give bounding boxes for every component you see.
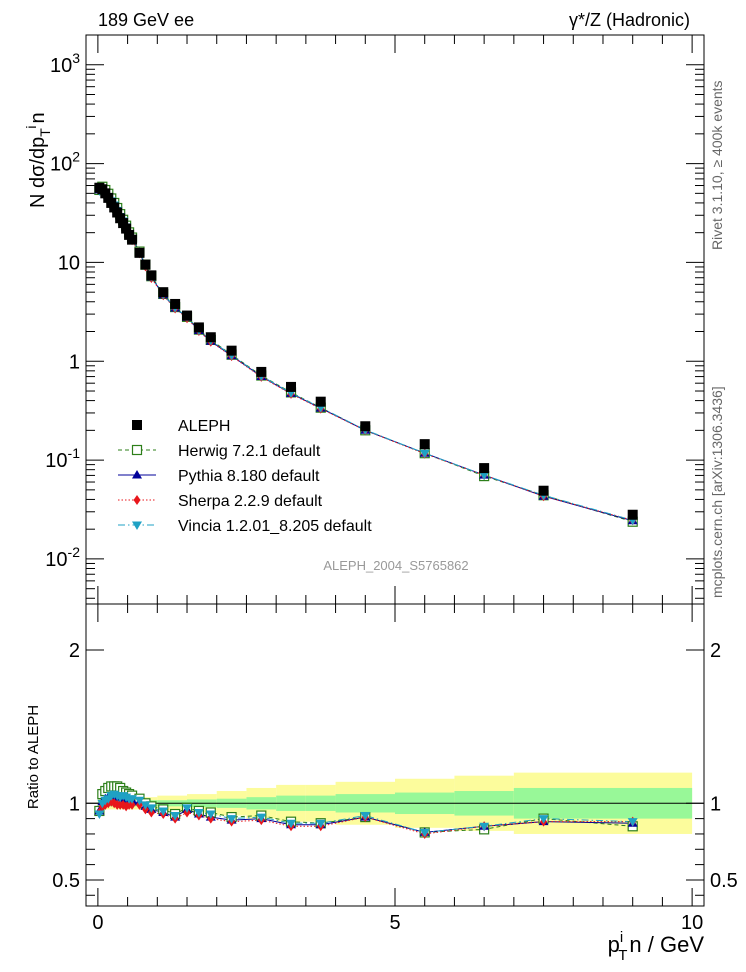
y-tick-label: 1 [69, 351, 80, 373]
ratio-tick-labels: 0.5 0.5 1 1 2 2 0 5 10 [52, 640, 738, 934]
aleph-point [315, 396, 326, 407]
legend-label-pythia: Pythia 8.180 default [178, 468, 320, 485]
aleph-point [134, 247, 145, 258]
legend-marker-herwig [131, 444, 143, 456]
legend-label-sherpa: Sherpa 2.2.9 default [178, 493, 323, 510]
y-tick-label: 103 [50, 50, 80, 77]
y-tick-label-right: 2 [710, 640, 721, 662]
y-tick-label: 10-2 [45, 544, 80, 571]
vincia-ratio-point [158, 807, 169, 816]
vincia-ratio-point [360, 812, 371, 821]
rivet-label: Rivet 3.1.10, ≥ 400k events [709, 80, 725, 250]
y-tick-label-left: 0.5 [52, 870, 80, 892]
y-tick-label-right: 1 [710, 793, 721, 815]
main-ticks [86, 34, 704, 604]
legend-marker-sherpa [133, 495, 141, 505]
mcplots-label: mcplots.cern.ch [arXiv:1306.3436] [709, 386, 725, 598]
sherpa-ratio-point [128, 799, 136, 810]
header-left: 189 GeV ee [98, 10, 194, 30]
main-y-axis-label: N dσ/dpTin [23, 112, 53, 208]
aleph-point [419, 439, 430, 450]
aleph-point [182, 310, 193, 321]
mc-markers [94, 181, 638, 527]
ratio-panel: 0.5 0.5 1 1 2 2 0 5 10 [52, 603, 738, 934]
y-tick-label-left: 2 [69, 640, 80, 662]
aleph-point [103, 192, 114, 203]
vincia-ratio-point [226, 815, 237, 824]
vincia-ratio-point [286, 819, 297, 829]
y-tick-label: 10-1 [45, 445, 80, 472]
legend-marker-vincia [132, 521, 142, 530]
x-tick-label: 5 [389, 912, 400, 934]
vincia-ratio-point [182, 804, 193, 813]
aleph-point [146, 270, 157, 281]
vincia-ratio-point [419, 828, 430, 838]
legend-label-herwig: Herwig 7.2.1 default [178, 443, 321, 460]
y-tick-label: 10 [58, 252, 80, 274]
vincia-ratio-point [193, 808, 204, 818]
aleph-point [112, 207, 123, 218]
aleph-point [479, 463, 490, 474]
legend-marker-data [132, 420, 142, 430]
vincia-ratio-point [146, 804, 157, 813]
main-tick-labels: 10-2 10-1 1 10 102 103 [45, 50, 80, 571]
y-tick-label-left: 1 [69, 793, 80, 815]
vincia-ratio-point [94, 810, 105, 820]
aleph-point [256, 366, 267, 377]
ratio-ticks [86, 604, 704, 906]
ratio-frame [85, 603, 705, 907]
vincia-ratio-point [170, 812, 181, 821]
aleph-point [118, 218, 129, 229]
aleph-point [627, 509, 638, 520]
aleph-point [360, 421, 371, 432]
vincia-point [419, 449, 430, 459]
aleph-point [205, 332, 216, 343]
vincia-ratio-point [134, 796, 145, 806]
main-panel: 10-2 10-1 1 10 102 103 ALEPH_2004_S5765862 AL… [45, 34, 705, 605]
aleph-point [127, 234, 138, 245]
ratio-markers [94, 781, 638, 839]
legend-label-vincia: Vincia 1.2.01_8.205 default [178, 518, 372, 535]
vincia-ratio-point [140, 801, 151, 810]
vincia-ratio-point [627, 818, 638, 827]
aleph-point [140, 259, 151, 270]
vincia-ratio-point [538, 815, 549, 824]
x-tick-label: 10 [681, 912, 703, 934]
vincia-ratio-point [205, 810, 216, 820]
y-tick-label-right: 0.5 [710, 870, 738, 892]
x-axis-label: pi Tn / GeV [608, 929, 705, 964]
aleph-point [226, 345, 237, 356]
y-tick-label: 102 [50, 149, 80, 176]
aleph-point [158, 287, 169, 298]
aleph-point [170, 298, 181, 309]
data-markers [94, 182, 638, 520]
vincia-ratio-point [256, 813, 267, 823]
aleph-point [121, 223, 132, 234]
ratio-y-axis-label: Ratio to ALEPH [25, 705, 42, 809]
vincia-point [479, 471, 490, 481]
x-tick-label: 0 [92, 912, 103, 934]
vincia-ratio-point [127, 795, 138, 804]
legend: ALEPH Herwig 7.2.1 default Pythia 8.180 de… [118, 418, 372, 535]
header-right: γ*/Z (Hadronic) [569, 10, 690, 30]
aleph-point [286, 381, 297, 392]
legend-label-data: ALEPH [178, 418, 230, 435]
vincia-ratio-point [315, 819, 326, 829]
analysis-watermark: ALEPH_2004_S5765862 [323, 558, 468, 573]
aleph-point [193, 322, 204, 333]
vincia-ratio-point [479, 822, 490, 832]
aleph-point [109, 202, 120, 213]
legend-marker-pythia [132, 470, 142, 479]
aleph-point [538, 485, 549, 496]
